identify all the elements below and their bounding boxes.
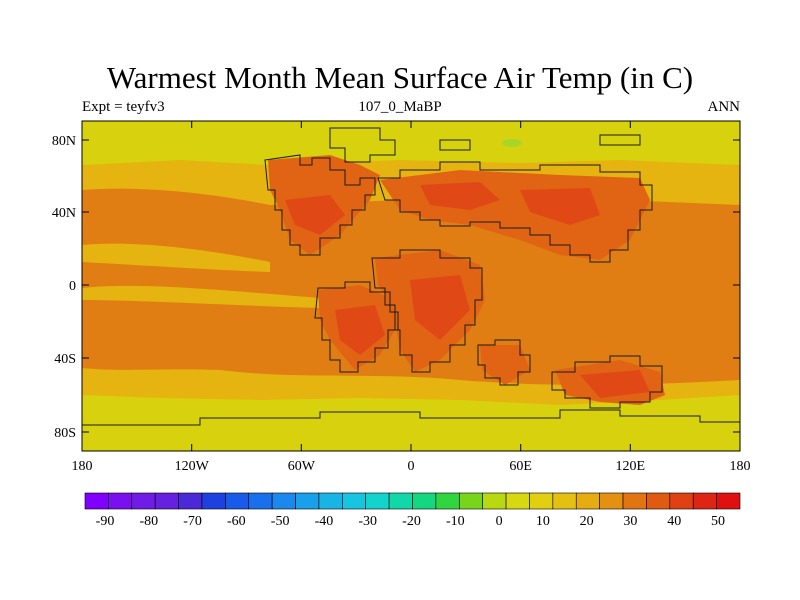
- colorbar-swatch: [271, 492, 296, 510]
- lon-tick-label: 60E: [509, 459, 532, 474]
- lon-tick-label: 120E: [616, 459, 646, 474]
- colorbar-labels: -90 -80 -70 -60 -50 -40 -30 -20 -10 0 10 20 30 40 50: [96, 514, 725, 529]
- colorbar-label: -30: [358, 514, 377, 529]
- colorbar-swatch: [225, 492, 250, 510]
- colorbar-label: 50: [711, 514, 725, 529]
- colorbar-swatch: [692, 492, 717, 510]
- colorbar-swatch: [646, 492, 671, 510]
- colorbar-swatch: [178, 492, 203, 510]
- arctic-green-patch: [502, 139, 522, 147]
- south-pacific-cool-tongue: [82, 285, 320, 308]
- lat-tick-label: 40N: [52, 206, 76, 221]
- colorbar-swatch: [622, 492, 647, 510]
- lon-tick-label: 60W: [288, 459, 316, 474]
- lon-tick-label: 120W: [175, 459, 210, 474]
- colorbar-swatch: [295, 492, 320, 510]
- colorbar-label: -80: [139, 514, 158, 529]
- coast-greenland: [329, 127, 396, 163]
- colorbar-swatch: [412, 492, 437, 510]
- coast-eurasia: [377, 161, 653, 263]
- colorbar-label: -10: [446, 514, 465, 529]
- colorbar-swatch: [131, 492, 156, 510]
- colorbar-swatch: [84, 492, 109, 510]
- africa-core: [410, 275, 470, 340]
- coast-arctic-islands: [439, 134, 641, 151]
- colorbar-swatch: [669, 492, 694, 510]
- australia-core: [580, 370, 650, 398]
- colorbar-swatch: [388, 492, 413, 510]
- colorbar-swatch: [575, 492, 600, 510]
- lat-tick-label: 40S: [54, 352, 76, 367]
- pacific-cool-tongue: [82, 243, 270, 272]
- coast-india: [477, 339, 531, 386]
- colorbar-swatch: [154, 492, 179, 510]
- coast-australia: [551, 355, 663, 409]
- lat-tick-label: 80N: [52, 134, 76, 149]
- colorbar-swatch: [342, 492, 367, 510]
- colorbar-label: -40: [315, 514, 334, 529]
- colorbar-label: 0: [496, 514, 503, 529]
- colorbar-label: 20: [580, 514, 594, 529]
- coast-antarctica: [82, 409, 740, 426]
- coastlines: [82, 127, 740, 426]
- lon-tick-label: 180: [730, 459, 751, 474]
- eurasia-core-2: [520, 188, 600, 225]
- lon-tick-label: 0: [408, 459, 415, 474]
- coast-africa: [371, 249, 483, 373]
- time-label: 107_0_MaBP: [358, 99, 442, 115]
- season-label: ANN: [707, 99, 741, 115]
- longitude-axis: 180 120W 60W 0 60E 120E 180: [72, 121, 751, 474]
- colorbar-label: -50: [271, 514, 290, 529]
- colorbar-swatch: [365, 492, 390, 510]
- coast-south-america: [314, 281, 399, 373]
- colorbar-swatch: [108, 492, 133, 510]
- colorbar-swatch: [201, 492, 226, 510]
- arctic-cool-region: [82, 121, 740, 155]
- colorbar-label: -90: [96, 514, 115, 529]
- colorbar-swatch: [318, 492, 343, 510]
- map-title: Warmest Month Mean Surface Air Temp (in …: [106, 60, 694, 95]
- colorbar-swatch: [248, 492, 273, 510]
- eurasia-core-1: [420, 182, 500, 210]
- lat-tick-label: 80S: [54, 426, 76, 441]
- latitude-axis: 80N 40N 0 40S 80S: [52, 134, 740, 441]
- colorbar-label: -60: [227, 514, 246, 529]
- colorbar-label: -20: [402, 514, 421, 529]
- colorbar-swatch: [552, 492, 577, 510]
- colorbar-swatch: [505, 492, 530, 510]
- colorbar-swatch: [435, 492, 460, 510]
- colorbar-label: 30: [623, 514, 637, 529]
- colorbar-swatch: [529, 492, 554, 510]
- north-america-core: [285, 195, 345, 235]
- colorbar-swatch: [599, 492, 624, 510]
- colorbar: [84, 492, 741, 510]
- colorbar-swatch: [458, 492, 483, 510]
- antarctic-cool-region: [82, 408, 740, 451]
- lat-tick-label: 0: [69, 279, 76, 294]
- colorbar-swatch: [482, 492, 507, 510]
- experiment-label: Expt = teyfv3: [82, 99, 165, 115]
- colorbar-label: 10: [536, 514, 550, 529]
- colorbar-swatch: [716, 492, 741, 510]
- lon-tick-label: 180: [72, 459, 93, 474]
- colorbar-label: -70: [183, 514, 202, 529]
- south-america-core: [335, 305, 385, 355]
- coast-north-america: [264, 154, 376, 256]
- colorbar-label: 40: [667, 514, 681, 529]
- temperature-field: [82, 121, 740, 451]
